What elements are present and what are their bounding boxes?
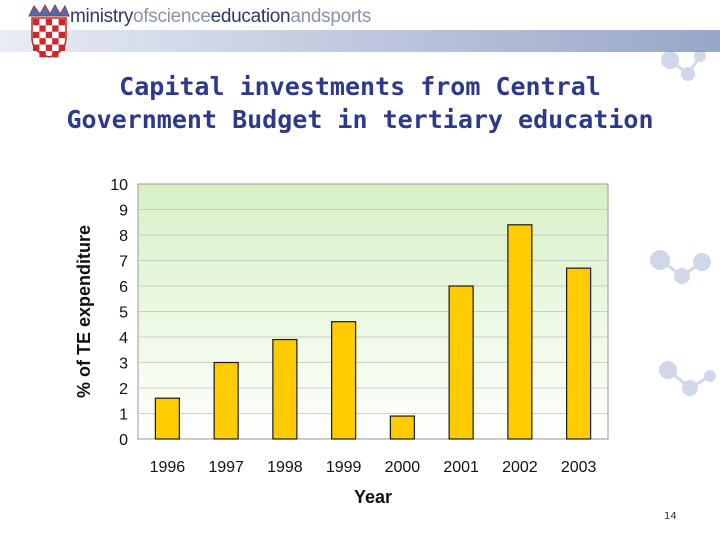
header: ministryofscienceeducationandsports [0,0,720,60]
croatian-coat-of-arms-icon [28,3,70,58]
brand-education: education [210,6,291,27]
bar-2003 [566,267,592,440]
x-tick-label: 2002 [502,459,538,476]
slide-title-line-2: Government Budget in tertiary education [66,105,654,134]
y-tick-label: 9 [119,203,128,220]
crest-square [52,38,59,45]
y-tick-label: 4 [119,330,128,347]
crest-square [58,51,65,58]
y-tick-labels: 0 1 2 3 4 5 6 7 8 9 10 [110,177,128,449]
brand-science: science [148,6,211,27]
crest-square [33,44,40,51]
crest-square [45,25,53,32]
bar-1997 [213,361,239,440]
crest-square [39,25,46,32]
y-tick-label: 10 [110,177,128,194]
page-number: 14 [664,511,677,522]
bar-chart: 0 1 2 3 4 5 6 7 8 9 10 1996 1997 1998 1999 2000 2001 200… [74,177,609,507]
brand-and: and [290,6,322,27]
brand-sports: sports [321,6,372,27]
crest-square [52,25,59,32]
crest-square [39,31,46,39]
brand-of: of [133,6,149,27]
x-tick-labels: 1996 1997 1998 1999 2000 2001 2002 2003 [150,459,597,476]
bars [154,224,592,440]
checkerboard-shield [33,19,65,58]
x-tick-label: 2003 [561,459,597,476]
x-tick-label: 1996 [150,459,186,476]
x-axis-label: Year [354,487,392,507]
crown-icon [28,3,70,17]
bar-1998 [272,338,298,440]
bar-2001 [448,285,474,440]
bar-2002 [507,224,533,440]
y-tick-label: 2 [119,381,128,398]
slide-title-line-1: Capital investments from Central [119,72,601,101]
x-tick-label: 1999 [326,459,362,476]
crest-square [39,44,46,51]
y-tick-label: 3 [119,356,128,373]
crest-square [33,25,40,32]
y-tick-label: 8 [119,228,128,245]
brand-ministry: ministry [70,6,134,27]
bar-2000 [389,415,415,440]
crest-square [33,38,40,45]
y-tick-label: 6 [119,279,128,296]
x-tick-label: 1997 [208,459,244,476]
bar-1999 [331,321,357,440]
crest-square [33,31,40,39]
header-band [0,30,720,52]
crest-square [58,25,65,32]
bar-1996 [154,397,180,440]
crest-square [58,44,65,51]
y-tick-label: 0 [119,432,128,449]
crest-square [52,31,59,39]
y-tick-label: 5 [119,305,128,322]
crest-square [58,19,65,26]
crest-square [52,19,59,26]
crest-square [58,31,65,39]
crest-square [45,19,53,26]
y-tick-label: 7 [119,254,128,271]
crest-square [45,44,53,51]
decorative-molecules [650,50,716,396]
x-tick-label: 2000 [385,459,421,476]
ministry-brand: ministryofscienceeducationandsports [70,6,371,28]
y-axis-label: % of TE expenditure [74,225,94,398]
crest-square [58,38,65,45]
crest-square [52,44,59,51]
y-tick-label: 1 [119,407,128,424]
slide-title: Capital investments from Central Governm… [0,70,720,136]
x-tick-label: 1998 [267,459,303,476]
crest-square [45,31,53,39]
crest-square [33,19,40,26]
crest-square [33,51,40,58]
crest-square [39,38,46,45]
crest-square [39,19,46,26]
crest-square [45,38,53,45]
x-tick-label: 2001 [443,459,479,476]
crest-square [45,51,53,58]
